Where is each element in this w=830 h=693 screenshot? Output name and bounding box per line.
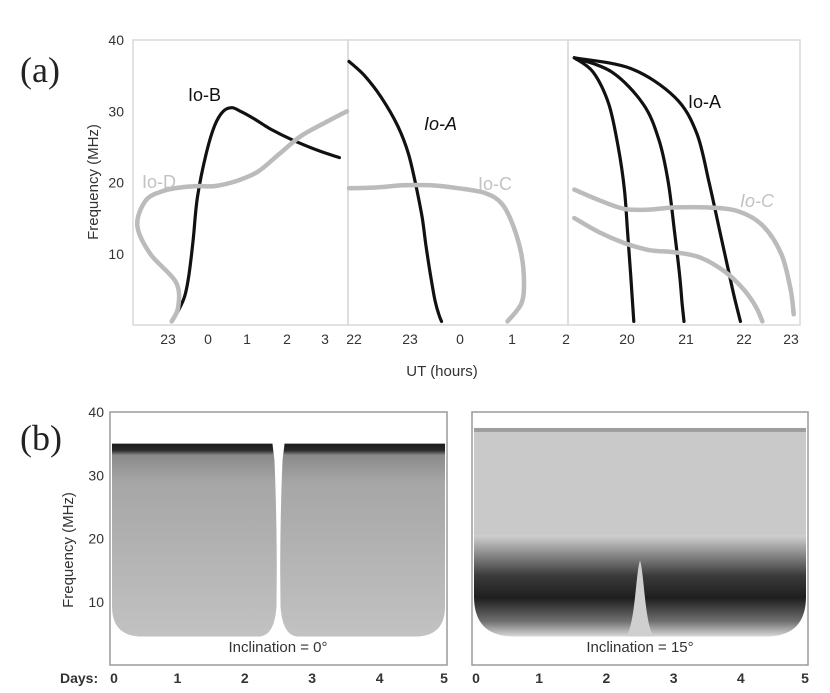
- panel-a3-frame: [567, 39, 801, 326]
- panel-a1-curves: [135, 106, 350, 324]
- x-tick-label: 2: [562, 331, 570, 347]
- y-tick-label: 40: [88, 404, 104, 420]
- emission-notch: [273, 443, 284, 637]
- panel-b2-x-ticks: 0 1 2 3 4 5: [472, 670, 809, 686]
- x-tick-label: 20: [619, 331, 635, 347]
- series-line: [170, 106, 341, 323]
- x-tick-label: 4: [737, 670, 745, 686]
- x-tick-label: 0: [472, 670, 480, 686]
- y-tick-label: 20: [88, 531, 104, 547]
- panel-a1-x-ticks: 23 0 1 2 3: [160, 331, 329, 347]
- panel-b-y-ticks: 40 30 20 10: [88, 404, 104, 610]
- panel-b2-annotation: Inclination = 15°: [586, 639, 693, 656]
- series-line: [572, 56, 686, 323]
- x-tick-label: 2: [283, 331, 291, 347]
- emission-plateau: [474, 431, 806, 537]
- x-tick-label: 3: [670, 670, 678, 686]
- panel-b-days-label: Days:: [60, 670, 98, 686]
- series-label: Io-C: [478, 174, 512, 194]
- panel-a-label: (a): [20, 50, 60, 90]
- panel-a3-x-ticks: 20 21 22 23: [619, 331, 799, 347]
- panel-b-y-axis-label: Frequency (MHz): [60, 492, 77, 608]
- x-tick-label: 23: [783, 331, 799, 347]
- panel-a2-frame: [347, 39, 569, 326]
- y-tick-label: 10: [108, 246, 124, 262]
- panel-a-y-ticks: 40 30 20 10: [108, 32, 124, 262]
- x-tick-label: 1: [174, 670, 182, 686]
- x-tick-label: 5: [801, 670, 809, 686]
- x-tick-label: 2: [241, 670, 249, 686]
- x-tick-label: 3: [308, 670, 316, 686]
- series-line: [135, 109, 350, 324]
- y-tick-label: 10: [88, 594, 104, 610]
- series-label: Io-D: [142, 172, 176, 192]
- x-tick-label: 2: [603, 670, 611, 686]
- panel-b-label: (b): [20, 418, 62, 458]
- series-label: Io-A: [424, 114, 457, 134]
- series-line: [572, 56, 742, 323]
- x-tick-label: 1: [535, 670, 543, 686]
- series-line: [572, 215, 765, 324]
- panel-a-y-axis-label: Frequency (MHz): [85, 124, 102, 240]
- series-label: Io-A: [688, 92, 721, 112]
- emission-notch: [626, 560, 654, 637]
- x-tick-label: 22: [736, 331, 752, 347]
- series-line: [572, 56, 636, 323]
- panel-a3-curves: [572, 56, 796, 324]
- x-tick-label: 22: [346, 331, 362, 347]
- y-tick-label: 20: [108, 175, 124, 191]
- y-tick-label: 30: [108, 103, 124, 119]
- panel-b1-x-ticks: 0 1 2 3 4 5: [110, 670, 448, 686]
- panel-a2-x-ticks: 22 23 0 1 2: [346, 331, 570, 347]
- y-tick-label: 30: [88, 467, 104, 483]
- x-tick-label: 23: [160, 331, 176, 347]
- y-tick-label: 40: [108, 32, 124, 48]
- panel-b2-emission-area: [474, 427, 806, 637]
- x-tick-label: 1: [508, 331, 516, 347]
- x-tick-label: 21: [678, 331, 694, 347]
- series-line: [572, 187, 796, 317]
- series-line: [347, 59, 444, 323]
- series-label: Io-B: [188, 85, 221, 105]
- x-tick-label: 1: [243, 331, 251, 347]
- x-tick-label: 0: [456, 331, 464, 347]
- x-tick-label: 23: [402, 331, 418, 347]
- panel-b1-emission-area: [112, 443, 445, 637]
- panel-a-x-axis-label: UT (hours): [406, 363, 477, 380]
- emission-region: [112, 443, 445, 637]
- panel-b1-annotation: Inclination = 0°: [229, 639, 328, 656]
- x-tick-label: 3: [321, 331, 329, 347]
- x-tick-label: 0: [204, 331, 212, 347]
- x-tick-label: 4: [376, 670, 384, 686]
- series-label: Io-C: [740, 191, 775, 211]
- series-line: [346, 182, 527, 324]
- x-tick-label: 0: [110, 670, 118, 686]
- panel-a2-curves: [346, 59, 527, 324]
- emission-top-edge: [474, 427, 806, 432]
- x-tick-label: 5: [440, 670, 448, 686]
